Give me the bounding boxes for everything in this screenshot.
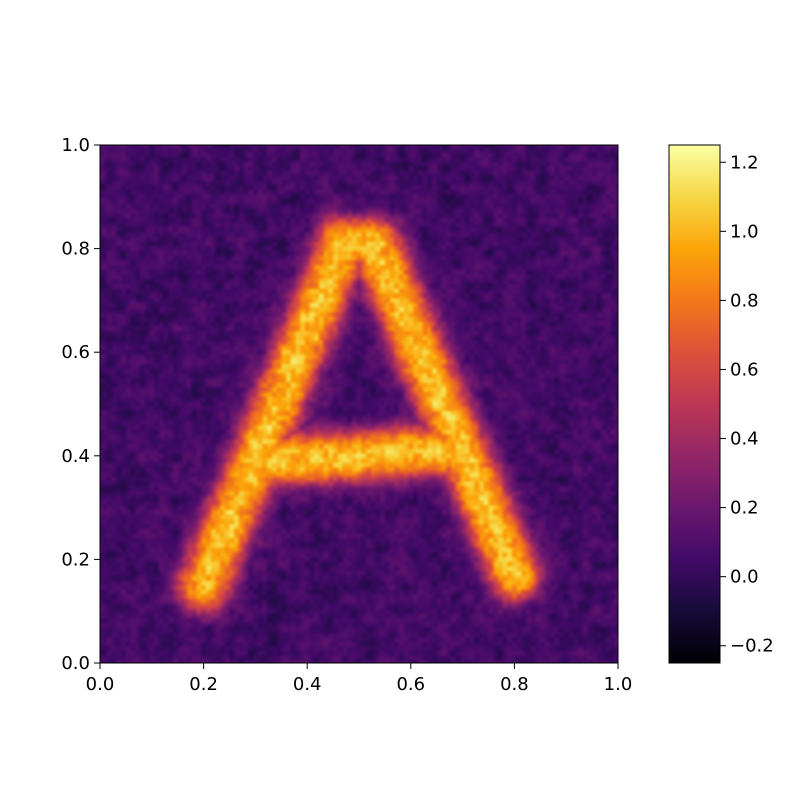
- colorbar-tick-label: 0.2: [730, 498, 759, 519]
- colorbar-frame: [668, 144, 721, 664]
- colorbar-tick-label: 0.0: [730, 567, 759, 588]
- colorbar-tick-label: 1.2: [730, 152, 759, 173]
- x-tick-label: 0.4: [293, 674, 322, 695]
- heatmap-image: [100, 145, 618, 663]
- colorbar-tick-label: 0.6: [730, 359, 759, 380]
- x-tick-label: 0.0: [86, 674, 115, 695]
- colorbar-tick-label: 0.8: [730, 290, 759, 311]
- y-tick-label: 0.8: [61, 239, 90, 260]
- colorbar-tick-label: 1.0: [730, 221, 759, 242]
- x-axis: 0.0 0.2 0.4 0.6 0.8 1.0: [86, 663, 633, 695]
- x-tick-label: 0.2: [189, 674, 218, 695]
- y-tick-label: 0.2: [61, 549, 90, 570]
- y-tick-label: 0.4: [61, 446, 90, 467]
- colorbar: −0.2 0.0 0.2 0.4 0.6 0.8 1.0 1.2: [668, 144, 774, 664]
- y-tick-label: 0.0: [61, 653, 90, 674]
- x-tick-label: 1.0: [604, 674, 633, 695]
- plot-frame: [99, 144, 619, 664]
- y-tick-label: 0.6: [61, 342, 90, 363]
- x-tick-label: 0.8: [500, 674, 529, 695]
- colorbar-tick-label: −0.2: [730, 636, 774, 657]
- colorbar-gradient: [669, 145, 720, 663]
- y-tick-label: 1.0: [61, 135, 90, 156]
- colorbar-ticks: −0.2 0.0 0.2 0.4 0.6 0.8 1.0 1.2: [720, 152, 774, 657]
- y-axis: 0.0 0.2 0.4 0.6 0.8 1.0: [61, 135, 100, 674]
- x-tick-label: 0.6: [396, 674, 425, 695]
- colorbar-tick-label: 0.4: [730, 429, 759, 450]
- heatmap-plot-area: [99, 144, 619, 664]
